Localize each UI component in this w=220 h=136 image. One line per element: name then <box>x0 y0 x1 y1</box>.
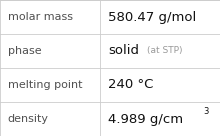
Text: 240 °C: 240 °C <box>108 78 153 92</box>
Text: molar mass: molar mass <box>8 12 73 22</box>
Text: phase: phase <box>8 46 41 56</box>
Text: 4.989 g/cm: 4.989 g/cm <box>108 112 183 126</box>
Text: 580.47 g/mol: 580.47 g/mol <box>108 10 196 24</box>
Text: density: density <box>8 114 49 124</box>
Text: 3: 3 <box>204 107 209 116</box>
Text: (at STP): (at STP) <box>147 47 183 55</box>
Text: melting point: melting point <box>8 80 82 90</box>
Text: solid: solid <box>108 44 139 58</box>
